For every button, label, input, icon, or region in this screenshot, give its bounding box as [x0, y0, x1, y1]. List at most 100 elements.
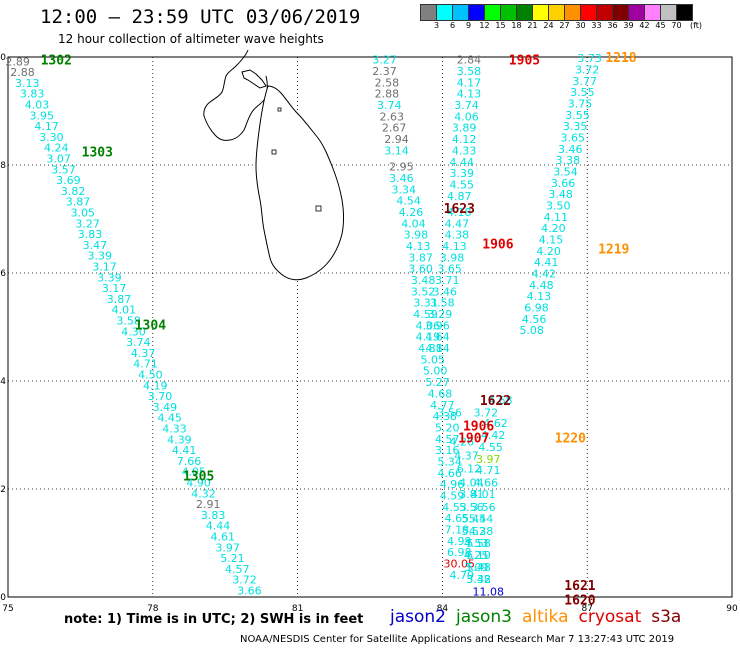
wave-height-value: 7.66 — [177, 455, 202, 468]
wave-height-value: 4.59 — [440, 489, 465, 502]
wave-height-value: 4.54 — [396, 195, 421, 208]
track-time-label: 1907 — [458, 432, 489, 447]
track-time-label: 1905 — [509, 54, 540, 69]
wave-height-value: 4.61 — [211, 531, 236, 544]
track-time-label: 1220 — [555, 432, 586, 447]
wave-height-value: 4.14 — [425, 342, 450, 355]
wave-height-value: 3.97 — [215, 541, 240, 554]
lon-tick-label: 78 — [147, 604, 159, 614]
wave-height-value: 3.29 — [428, 308, 453, 321]
wave-height-value: 4.12 — [452, 133, 477, 146]
wave-height-value: 3.50 — [546, 200, 571, 213]
wave-height-value: 4.45 — [157, 412, 182, 425]
wave-height-value: 2.95 — [389, 161, 414, 174]
track-time-label: 1906 — [463, 419, 494, 434]
wave-height-value: 3.98 — [440, 251, 465, 264]
wave-height-value: 3.81 — [459, 488, 484, 501]
wave-height-value: 3.82 — [61, 185, 86, 198]
track-time-label: 1303 — [82, 146, 113, 161]
wave-height-value: 4.44 — [206, 520, 231, 533]
india-southern-coastline — [203, 49, 268, 141]
legend-value-label: 9 — [465, 21, 472, 30]
wave-height-value: 3.39 — [87, 250, 112, 263]
wave-height-value: 3.05 — [71, 207, 96, 220]
legend-value-label: 27 — [559, 21, 570, 30]
wave-height-value: 4.17 — [34, 120, 59, 133]
wave-height-value: 4.64 — [425, 331, 450, 344]
lat-tick-label: 0 — [0, 593, 6, 603]
sri-lanka-coastline — [203, 49, 344, 281]
wave-height-value: 4.55 — [478, 441, 503, 454]
wave-height-value: 5.34 — [437, 455, 462, 468]
wave-height-value: 4.38 — [433, 410, 458, 423]
wave-height-value: 4.41 — [172, 444, 197, 457]
wave-height-value: 4.04 — [401, 217, 426, 230]
wave-height-value: 4.53 — [464, 537, 489, 550]
wave-height-value: 5.48 — [466, 561, 491, 574]
wave-height-value: 5.44 — [462, 513, 487, 526]
credit-line: NOAA/NESDIS Center for Satellite Applica… — [240, 634, 675, 645]
legend-value-label: 18 — [511, 21, 522, 30]
wave-height-value: 5.21 — [220, 552, 245, 565]
wave-height-value: 3.39 — [97, 271, 122, 284]
axis-tick-labels: 75 78 81 84 87 90 0 2 4 6 8 10 — [0, 53, 738, 614]
wave-height-value: 4.50 — [138, 369, 163, 382]
wave-height-value: 3.17 — [102, 282, 127, 295]
islet — [277, 107, 282, 112]
wave-height-value: 3.98 — [404, 229, 429, 242]
wave-height-value: 5.00 — [423, 365, 448, 378]
satellite-legend-entry: cryosat — [578, 607, 642, 627]
wave-height-value: 4.38 — [445, 229, 470, 242]
legend-value-label: 33 — [591, 21, 602, 30]
wave-height-value: 5.58 — [466, 537, 491, 550]
wave-height-value: 3.27 — [75, 217, 100, 230]
wave-height-value: 3.69 — [56, 174, 81, 187]
satellite-legend-entry: jason2 — [390, 607, 446, 627]
wave-height-value: 3.48 — [548, 188, 573, 201]
track-time-label: 1218 — [605, 51, 636, 66]
wave-height-value: 4.87 — [447, 190, 472, 203]
wave-height-value: 4.48 — [529, 279, 554, 292]
jaffna-peninsula — [241, 69, 267, 89]
wave-height-value: 4.41 — [534, 256, 559, 269]
satellite-legend-entry: altika — [522, 607, 569, 627]
legend-value-label: 45 — [655, 21, 666, 30]
wave-height-value: 3.58 — [457, 65, 482, 78]
wave-height-value: 4.37 — [454, 450, 479, 463]
map-grid — [7, 56, 733, 598]
wave-height-value: 4.68 — [488, 394, 513, 407]
wave-height-value: 3.48 — [466, 573, 491, 586]
wave-height-value: 3.74 — [126, 336, 151, 349]
wave-height-value: 3.95 — [30, 109, 55, 122]
wave-height-value: 4.05 — [182, 466, 207, 479]
wave-height-value: 3.38 — [556, 154, 581, 167]
wave-height-value: 3.83 — [78, 228, 103, 241]
wave-height-value: 4.39 — [167, 433, 192, 446]
wave-height-value: 4.37 — [131, 347, 156, 360]
wave-height-value: 3.14 — [384, 144, 409, 157]
wave-height-value: 4.90 — [186, 477, 211, 490]
wave-height-value: 3.58 — [116, 315, 141, 328]
wave-height-value: 5.54 — [469, 513, 494, 526]
wave-height-value: 4.57 — [225, 563, 250, 576]
legend-value-label: 6 — [449, 21, 456, 30]
wave-height-value: 3.58 — [430, 297, 455, 310]
track-time-label: 1906 — [482, 237, 513, 252]
wave-height-value: 3.39 — [449, 167, 474, 180]
wave-height-value: 3.49 — [153, 401, 178, 414]
wave-height-value: 2.88 — [375, 88, 400, 101]
wave-height-value: 4.26 — [399, 206, 424, 219]
wave-height-value: 4.59 — [413, 308, 438, 321]
wave-height-value: 4.88 — [418, 342, 443, 355]
lat-tick-label: 6 — [0, 269, 6, 279]
legend-value-label: 12 — [479, 21, 490, 30]
wave-height-value: 7.18 — [445, 524, 470, 537]
wave-height-value: 3.57 — [51, 163, 76, 176]
wave-height-value: 4.56 — [522, 313, 547, 326]
wave-height-value: 4.30 — [121, 325, 146, 338]
wave-height-value: 3.66 — [551, 177, 576, 190]
wave-height-value: 4.25 — [464, 549, 489, 562]
wave-height-value: 3.55 — [565, 109, 590, 122]
wave-height-value: 3.65 — [437, 263, 462, 276]
